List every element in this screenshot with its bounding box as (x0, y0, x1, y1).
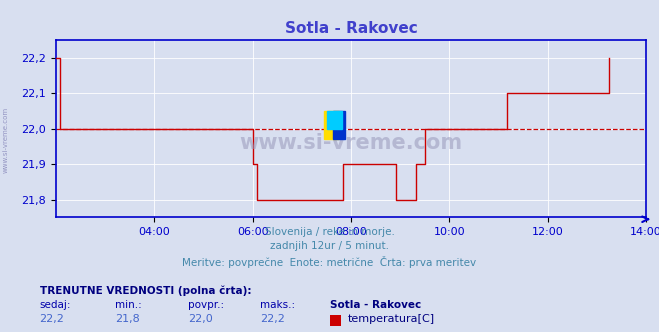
Text: temperatura[C]: temperatura[C] (348, 314, 435, 324)
Text: 22,2: 22,2 (260, 314, 285, 324)
Text: 22,2: 22,2 (40, 314, 65, 324)
Text: www.si-vreme.com: www.si-vreme.com (2, 106, 9, 173)
Bar (324, 111, 339, 139)
Text: Slovenija / reke in morje.
zadnjih 12ur / 5 minut.
Meritve: povprečne  Enote: me: Slovenija / reke in morje. zadnjih 12ur … (183, 227, 476, 268)
Text: povpr.:: povpr.: (188, 300, 224, 310)
Text: 22,0: 22,0 (188, 314, 213, 324)
Text: TRENUTNE VREDNOSTI (polna črta):: TRENUTNE VREDNOSTI (polna črta): (40, 285, 251, 296)
Text: sedaj:: sedaj: (40, 300, 71, 310)
Text: Sotla - Rakovec: Sotla - Rakovec (330, 300, 420, 310)
Text: min.:: min.: (115, 300, 142, 310)
Title: Sotla - Rakovec: Sotla - Rakovec (285, 21, 417, 36)
Bar (333, 111, 345, 139)
Text: maks.:: maks.: (260, 300, 295, 310)
Text: 21,8: 21,8 (115, 314, 140, 324)
Bar (328, 111, 342, 128)
Text: www.si-vreme.com: www.si-vreme.com (239, 133, 463, 153)
